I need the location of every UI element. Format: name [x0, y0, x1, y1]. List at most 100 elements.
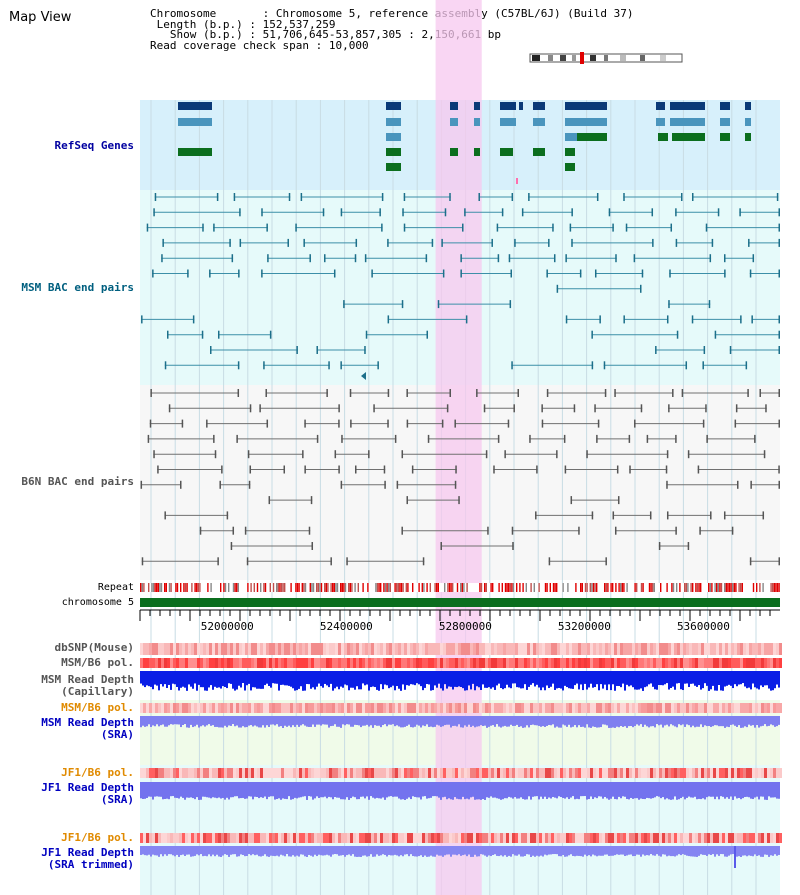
msm-bac-end — [340, 361, 342, 370]
jf1-sra-depth — [218, 782, 220, 798]
msm-capillary-depth — [534, 671, 536, 687]
jf1-pol2-cell — [632, 833, 635, 843]
jf1-trim-depth — [664, 846, 666, 855]
msm-sra-depth — [256, 716, 258, 727]
msm-capillary-depth — [708, 671, 710, 691]
jf1-pol2-cell — [500, 833, 503, 843]
msm-capillary-depth — [638, 671, 640, 690]
jf1-pol-cell — [695, 768, 698, 778]
repeat-feature — [735, 583, 737, 592]
msm-capillary-depth — [346, 671, 348, 686]
dbsnp-cell — [449, 643, 452, 655]
msm-capillary-depth — [778, 671, 780, 688]
jf1-trim-depth — [384, 846, 386, 855]
msm-capillary-depth — [256, 671, 258, 689]
jf1-pol-cell — [425, 768, 428, 778]
repeat-feature — [610, 583, 612, 592]
msm-pol-cell — [410, 658, 413, 668]
b6n-bac-end — [458, 496, 460, 505]
msm-capillary-depth — [510, 671, 512, 689]
repeat-feature — [581, 583, 583, 592]
msm-pol2-cell — [140, 703, 143, 713]
msm-pol-cell — [365, 658, 368, 668]
jf1-sra-depth — [556, 782, 558, 799]
jf1-trim-depth — [350, 846, 352, 856]
jf1-trim-depth — [164, 846, 166, 855]
jf1-pol2-cell — [626, 833, 629, 843]
dbsnp-cell — [377, 643, 380, 655]
msm-capillary-depth — [720, 671, 722, 691]
msm-sra-depth — [158, 716, 160, 727]
dbsnp-cell — [614, 643, 617, 655]
dbsnp-cell — [749, 643, 752, 655]
msm-sra-depth — [468, 716, 470, 725]
msm-capillary-depth — [392, 671, 394, 686]
msm-pol-cell — [443, 658, 446, 668]
jf1-sra-depth — [716, 782, 718, 797]
jf1-pol2-cell — [197, 833, 200, 843]
jf1-trim-depth — [142, 846, 144, 855]
dbsnp-cell — [713, 643, 716, 655]
msm-capillary-depth — [180, 671, 182, 688]
msm-sra-depth — [770, 716, 772, 725]
jf1-trim-depth — [310, 846, 312, 856]
msm-pol2-cell — [542, 703, 545, 713]
b6n-bac-end — [529, 434, 531, 443]
jf1-trim-depth — [276, 846, 278, 856]
msm-sra-depth — [658, 716, 660, 726]
jf1-trim-depth — [334, 846, 336, 855]
repeat-feature — [562, 583, 564, 592]
dbsnp-cell — [647, 643, 650, 655]
msm-capillary-depth — [716, 671, 718, 691]
msm-capillary-depth — [286, 671, 288, 686]
msm-bac-end — [355, 238, 358, 247]
jf1-trim-depth — [642, 846, 644, 855]
repeat-feature — [728, 583, 731, 592]
dbsnp-cell — [485, 643, 488, 655]
msm-pol-cell — [731, 658, 734, 668]
msm-pol-cell — [641, 658, 644, 668]
msm-capillary-depth — [278, 671, 280, 691]
dbsnp-cell — [422, 643, 425, 655]
jf1-pol2-cell — [353, 833, 356, 843]
msm-sra-depth — [492, 716, 494, 726]
msm-pol2-cell — [347, 703, 350, 713]
jf1-pol-cell — [596, 768, 599, 778]
jf1-trim-depth — [566, 846, 568, 857]
jf1-trim-depth — [486, 846, 488, 857]
b6n-bac-end — [548, 557, 551, 566]
jf1-trim-depth — [168, 846, 170, 855]
msm-bac-end — [231, 254, 234, 263]
b6n-bac-end — [535, 511, 537, 520]
repeat-feature — [450, 583, 452, 592]
jf1-trim-depth — [380, 846, 382, 856]
jf1-sra-depth — [224, 782, 226, 800]
b6n-bac-end — [591, 511, 594, 520]
jf1-pol-cell — [617, 768, 620, 778]
jf1-pol-cell — [752, 768, 755, 778]
jf1-sra-depth — [424, 782, 426, 797]
repeat-feature — [592, 583, 595, 592]
msm-capillary-depth — [496, 671, 498, 686]
msm-capillary-depth — [590, 671, 592, 684]
dbsnp-cell — [539, 643, 542, 655]
b6n-bac-end — [666, 480, 668, 489]
msm-pol2-cell — [668, 703, 671, 713]
jf1-pol-cell — [398, 768, 401, 778]
jf1-sra-depth — [604, 782, 606, 797]
jf1-pol-cell — [509, 768, 512, 778]
repeat-feature — [237, 583, 239, 592]
msm-sra-depth — [704, 716, 706, 726]
jf1-pol2-cell — [728, 833, 731, 843]
dbsnp-cell — [707, 643, 710, 655]
jf1-pol-cell — [221, 768, 224, 778]
dbsnp-cell — [692, 643, 695, 655]
jf1-pol-cell — [170, 768, 173, 778]
msm-capillary-depth — [752, 671, 754, 684]
jf1-trim-depth — [536, 846, 538, 856]
jf1-pol2-cell — [392, 833, 395, 843]
dbsnp-cell — [620, 643, 623, 655]
msm-bac-end — [263, 361, 265, 370]
msm-sra-depth — [182, 716, 184, 726]
